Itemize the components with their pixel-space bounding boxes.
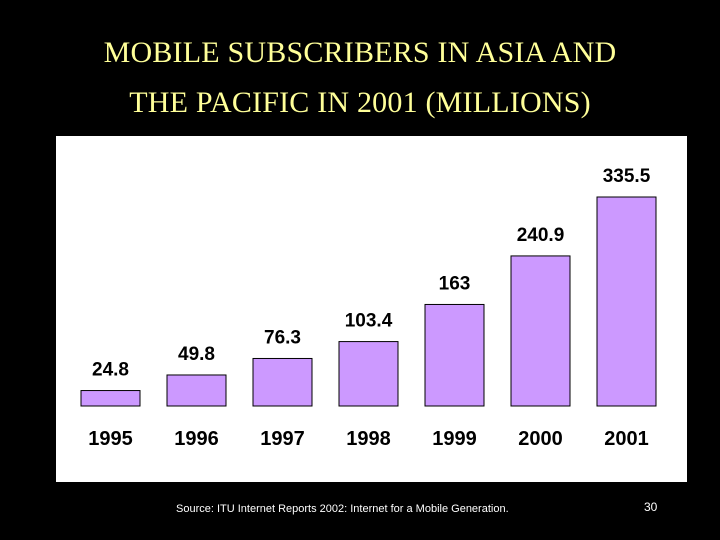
page-number: 30 [644,500,658,514]
slide-title-line-1: MOBILE SUBSCRIBERS IN ASIA AND [103,36,617,69]
bar-1997 [252,357,313,407]
bar-value-label-1996: 49.8 [178,344,215,365]
slide-title-line-2: THE PACIFIC IN 2001 (MILLIONS) [129,86,591,119]
x-tick-label-2001: 2001 [604,428,649,450]
bar-1995 [80,390,141,407]
x-tick-label-2000: 2000 [518,428,563,450]
slide-title: MOBILE SUBSCRIBERS IN ASIA AND THE PACIF… [0,28,720,128]
bar-1998 [338,341,399,407]
bar-2001 [596,196,657,407]
x-tick-label-1998: 1998 [346,428,391,450]
bar-value-label-2001: 335.5 [603,166,651,187]
bar-value-label-1995: 24.8 [92,360,129,381]
bar-1996 [166,374,227,407]
chart-panel: 24.8 1995 49.8 1996 76.3 1997 103.4 1998 163 1999… [56,136,687,482]
x-tick-label-1997: 1997 [260,428,305,450]
bar-value-label-1998: 103.4 [345,311,393,332]
x-tick-label-1996: 1996 [174,428,219,450]
bar-value-label-1999: 163 [439,273,471,294]
bar-value-label-2000: 240.9 [517,225,565,246]
bar-chart: 24.8 1995 49.8 1996 76.3 1997 103.4 1998 163 1999… [80,166,657,450]
x-tick-label-1995: 1995 [88,428,133,450]
source-note: Source: ITU Internet Reports 2002: Inter… [176,503,509,515]
bar-value-label-1997: 76.3 [264,327,301,348]
bar-1999 [424,303,485,407]
x-tick-label-1999: 1999 [432,428,477,450]
bar-2000 [510,255,571,407]
